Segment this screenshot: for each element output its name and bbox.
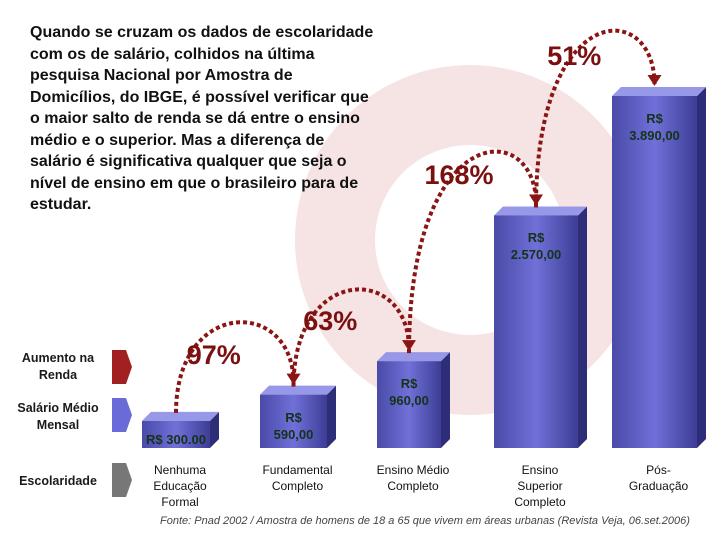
legend-icon	[112, 350, 132, 384]
source: Fonte: Pnad 2002 / Amostra de homens de …	[160, 515, 690, 527]
legend-label: Aumento na Renda	[8, 350, 108, 384]
intro-line: pesquisa Nacional por Amostra de	[30, 65, 373, 87]
category-label: Ensino Superior Completo	[495, 462, 585, 510]
category-label: Ensino Médio Completo	[368, 462, 458, 494]
intro-line: médio e o superior. Mas a diferença de	[30, 130, 373, 152]
bar	[612, 96, 697, 448]
value-label: R$ 300.00	[138, 431, 214, 448]
legend-label: Escolaridade	[8, 473, 108, 490]
bar-top	[142, 412, 219, 421]
bar-side	[441, 352, 450, 448]
value-label: R$ 960,00	[381, 375, 437, 409]
legend-icon	[112, 463, 132, 497]
infographic: Quando se cruzam os dados de escolaridad…	[0, 0, 724, 533]
increase-label: 51%	[547, 41, 601, 72]
intro-line: nível de ensino em que o brasileiro para…	[30, 173, 373, 195]
legend-icon	[112, 398, 132, 432]
increase-label: 97%	[187, 340, 241, 371]
category-label: Nenhuma Educação Formal	[135, 462, 225, 510]
intro-line: o maior salto de renda se dá entre o ens…	[30, 108, 373, 130]
arc-arrowhead	[648, 75, 662, 86]
value-label: R$ 3.890,00	[627, 110, 683, 144]
intro-line: com os de salário, colhidos na última	[30, 44, 373, 66]
intro-line: salário é significativa qualquer que sej…	[30, 151, 373, 173]
value-label: R$ 590,00	[266, 409, 322, 443]
intro-line: estudar.	[30, 194, 373, 216]
bar-side	[327, 386, 336, 448]
intro-line: Quando se cruzam os dados de escolaridad…	[30, 22, 373, 44]
category-label: Fundamental Completo	[253, 462, 343, 494]
category-label: Pós-Graduação	[614, 462, 704, 494]
intro-text: Quando se cruzam os dados de escolaridad…	[30, 22, 373, 216]
legend-label: Salário Médio Mensal	[8, 400, 108, 434]
increase-label: 168%	[425, 160, 494, 191]
value-label: R$ 2.570,00	[508, 229, 564, 263]
bar-side	[697, 87, 706, 448]
bar-top	[260, 386, 336, 395]
bar-side	[578, 206, 587, 448]
increase-label: 63%	[303, 306, 357, 337]
bar-top	[377, 352, 450, 361]
bar-top	[494, 206, 587, 215]
intro-line: Domicílios, do IBGE, é possível verifica…	[30, 87, 373, 109]
bar-top	[612, 87, 706, 96]
